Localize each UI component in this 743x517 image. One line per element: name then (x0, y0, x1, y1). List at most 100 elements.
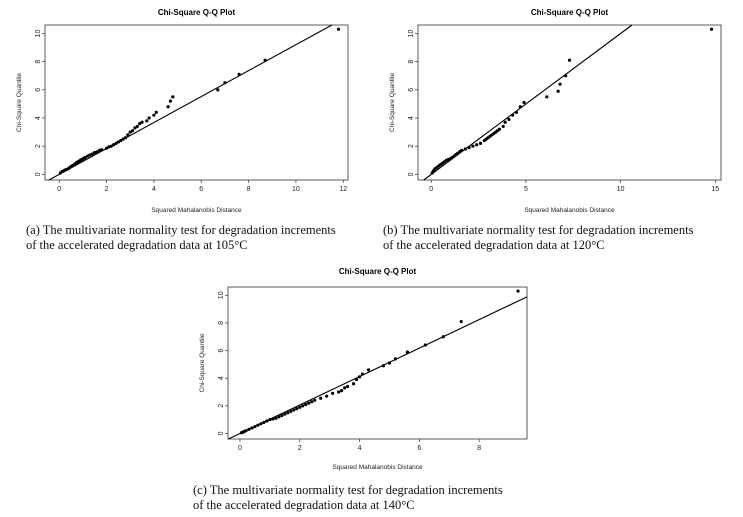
data-point (250, 426, 254, 430)
data-point (319, 396, 323, 400)
y-axis-label: Chi-Square Quantile (389, 73, 396, 132)
data-point (478, 141, 483, 145)
chart-c: Chi-Square Q-Q Plot 0 2 4 6 8 0 2 4 6 8 10 Squared M… (190, 262, 560, 482)
caption-a-line1: (a) The multivariate normality test for … (26, 223, 336, 237)
x-tick-label: 10 (617, 186, 625, 193)
data-point (304, 402, 308, 407)
y-tick-label: 2 (218, 404, 225, 408)
data-point (301, 404, 305, 408)
data-point (223, 81, 227, 85)
data-point (244, 429, 248, 433)
chart-b: Chi-Square Q-Q Plot 0 5 10 15 0 2 4 6 8 10 Squared … (373, 0, 743, 215)
data-point (556, 89, 560, 93)
y-tick-label: 4 (35, 116, 42, 120)
data-point (558, 82, 562, 86)
chart-b-svg: Chi-Square Q-Q Plot 0 5 10 15 0 2 4 6 8 10 Squared … (389, 8, 722, 214)
data-point (154, 110, 158, 114)
y-tick-label: 8 (218, 321, 225, 325)
x-tick-label: 0 (238, 445, 242, 452)
data-point (331, 391, 335, 395)
chart-a: Chi-Square Q-Q Plot 0 2 4 6 8 10 12 0 2 4 6 8 10 Squar… (0, 0, 370, 215)
data-point (109, 144, 113, 148)
data-point (90, 152, 94, 156)
data-point (277, 415, 281, 419)
data-point (247, 427, 251, 431)
y-tick-label: 4 (218, 376, 225, 380)
reference-line (228, 296, 528, 440)
y-tick-label: 6 (35, 88, 42, 92)
y-tick-label: 0 (35, 172, 42, 176)
data-point (295, 407, 299, 411)
data-point (366, 368, 371, 372)
plot-frame (227, 286, 528, 440)
data-point (237, 72, 241, 76)
caption-b-line1: (b) The multivariate normality test for … (383, 223, 694, 237)
data-point (564, 74, 568, 78)
x-axis-label: Squared Mahalanobis Distance (332, 464, 423, 471)
x-tick-label: 6 (417, 445, 421, 452)
y-tick-label: 0 (218, 431, 225, 435)
data-point (130, 129, 135, 133)
plot-frame (417, 24, 722, 181)
data-point (459, 148, 464, 153)
data-point (123, 136, 128, 140)
data-point (259, 422, 263, 426)
data-point (286, 411, 290, 415)
data-point (336, 27, 341, 31)
y-tick-label: 10 (218, 291, 225, 299)
x-tick-label: 0 (429, 186, 433, 193)
x-tick-label: 12 (339, 186, 347, 193)
x-tick-label: 4 (358, 445, 362, 452)
y-tick-label: 10 (408, 29, 415, 37)
data-point (310, 400, 314, 404)
x-tick-label: 8 (247, 186, 251, 193)
data-point (140, 120, 144, 124)
data-point (343, 386, 347, 390)
data-point (503, 120, 507, 124)
data-point (166, 105, 170, 109)
data-point (357, 375, 362, 379)
y-tick-label: 8 (408, 60, 415, 64)
data-point (147, 116, 151, 120)
x-tick-label: 2 (105, 186, 109, 193)
x-tick-label: 15 (711, 186, 719, 193)
data-point (138, 122, 142, 126)
y-tick-label: 6 (218, 349, 225, 353)
data-point (522, 100, 526, 105)
data-point (511, 113, 515, 117)
data-point (325, 394, 329, 398)
chart-c-svg: Chi-Square Q-Q Plot 0 2 4 6 8 0 2 4 6 8 10 Squared M… (199, 267, 528, 471)
x-tick-label: 4 (152, 186, 156, 193)
data-point (709, 27, 714, 31)
data-point (283, 412, 287, 416)
data-point (467, 145, 471, 150)
caption-c: (c) The multivariate normality test for … (193, 483, 503, 513)
data-point (104, 146, 109, 150)
data-point (256, 423, 260, 427)
data-point (83, 155, 87, 160)
reference-line (48, 24, 333, 181)
data-point (262, 420, 266, 425)
x-tick-label: 0 (57, 186, 61, 193)
data-point (405, 350, 409, 354)
data-point (100, 148, 104, 152)
y-tick-label: 0 (408, 172, 415, 176)
data-point (514, 110, 519, 114)
data-point (274, 416, 278, 420)
data-point (387, 361, 392, 365)
chart-title: Chi-Square Q-Q Plot (531, 8, 609, 17)
data-point (393, 357, 398, 361)
chart-title: Chi-Square Q-Q Plot (339, 267, 417, 276)
data-point (271, 417, 275, 421)
data-point (292, 408, 296, 412)
data-point (112, 143, 116, 147)
data-point (114, 141, 118, 145)
data-point (501, 124, 505, 129)
y-tick-label: 10 (35, 29, 42, 37)
data-point (253, 424, 257, 429)
data-point (145, 119, 149, 123)
data-point (263, 58, 267, 62)
data-point (381, 364, 386, 368)
y-axis-label: Chi-Square Quantile (16, 73, 23, 132)
caption-c-line2: of the accelerated degradation data at 1… (193, 498, 415, 512)
